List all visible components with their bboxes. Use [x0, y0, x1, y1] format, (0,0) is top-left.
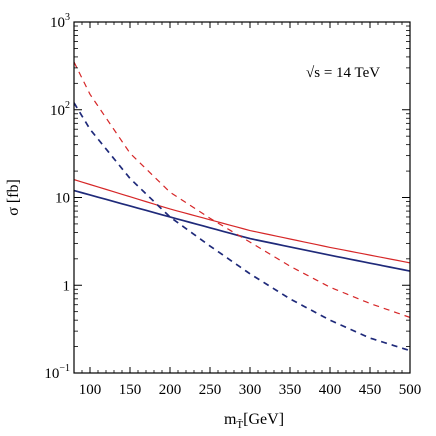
x-tick-label: 100 — [79, 382, 102, 398]
x-tick-label: 300 — [239, 382, 262, 398]
y-tick-label-base: 1 — [63, 278, 71, 294]
y-tick-label-base: 10 — [50, 103, 65, 119]
y-tick-label: 103 — [50, 12, 70, 31]
x-axis-label-subscript: T̃ — [236, 418, 243, 431]
y-axis-label: σ [fb] — [5, 179, 22, 216]
series-line-dashed-blue — [74, 102, 410, 352]
x-tick-label: 250 — [199, 382, 222, 398]
y-tick-label: 10 — [55, 191, 70, 207]
y-tick-label: 102 — [50, 100, 70, 119]
y-tick-label-base: 10 — [50, 15, 65, 31]
y-tick-label-exponent: −1 — [59, 363, 70, 374]
series-line-solid-red — [74, 179, 410, 264]
x-axis-label: mT̃[GeV] — [224, 411, 284, 431]
x-axis-label-unit: [GeV] — [243, 411, 284, 428]
x-tick-label: 350 — [279, 382, 302, 398]
y-tick-label-exponent: 2 — [65, 100, 70, 111]
x-tick-label: 500 — [399, 382, 422, 398]
x-tick-label: 450 — [359, 382, 382, 398]
y-tick-label-base: 10 — [55, 191, 70, 207]
x-tick-label: 400 — [319, 382, 342, 398]
x-axis-label-main: m — [224, 411, 237, 428]
y-tick-label: 1 — [63, 278, 71, 294]
series-line-dashed-red — [74, 61, 410, 318]
y-tick-label-exponent: 3 — [65, 12, 70, 23]
x-tick-label: 150 — [119, 382, 142, 398]
series-line-solid-blue — [74, 189, 410, 272]
x-tick-label: 200 — [159, 382, 182, 398]
series-layer — [74, 61, 410, 352]
energy-annotation: √s = 14 TeV — [306, 65, 380, 81]
y-tick-label-base: 10 — [44, 366, 59, 382]
y-tick-label: 10−1 — [44, 363, 70, 382]
